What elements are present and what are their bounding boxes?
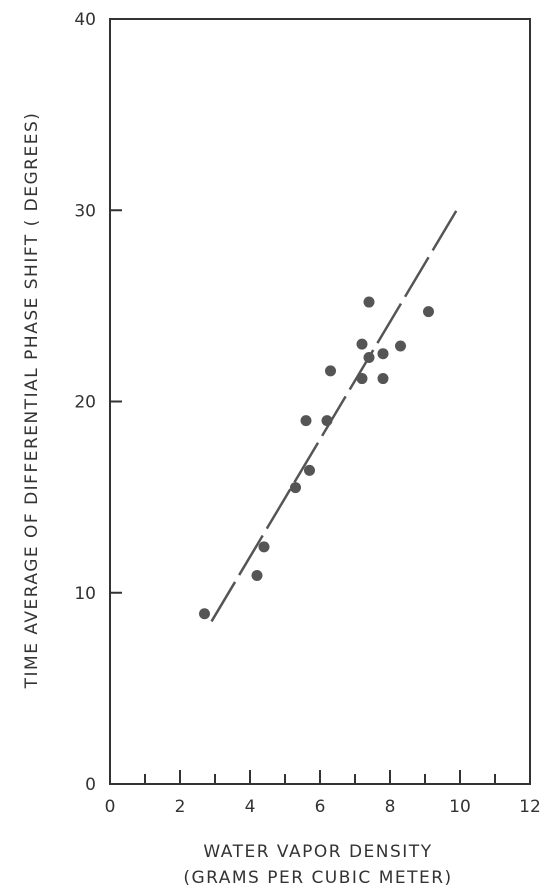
y-axis-ticks: 0 10 20 30 40 (74, 10, 122, 795)
data-point (325, 365, 336, 377)
data-point (363, 352, 375, 364)
x-tick-label: 0 (105, 797, 116, 817)
x-tick-label: 12 (519, 797, 541, 817)
data-point (251, 570, 263, 582)
data-point (363, 296, 375, 308)
data-point (377, 373, 389, 385)
data-point (356, 373, 368, 385)
x-tick-label: 10 (449, 797, 471, 817)
data-point (199, 608, 210, 620)
data-point (395, 340, 406, 352)
data-point (356, 338, 368, 350)
data-point (258, 541, 270, 553)
x-axis-title-line1: WATER VAPOR DENSITY (203, 842, 432, 862)
x-tick-label: 6 (315, 797, 326, 817)
y-axis-title: TIME AVERAGE OF DIFFERENTIAL PHASE SHIFT… (22, 112, 42, 690)
data-point (300, 415, 312, 427)
y-tick-label: 40 (74, 10, 96, 30)
plot-frame (109, 18, 531, 785)
x-tick-label: 4 (245, 797, 256, 817)
x-tick-label: 8 (385, 797, 396, 817)
x-tick-label: 2 (175, 797, 186, 817)
y-tick-label: 30 (74, 201, 96, 221)
data-point (321, 415, 333, 427)
fit-line (210, 203, 462, 623)
data-point (377, 348, 389, 360)
y-tick-label: 10 (74, 584, 96, 604)
data-point (290, 482, 301, 494)
x-axis-ticks: 0 2 4 6 8 10 12 (105, 770, 541, 817)
data-point (423, 306, 434, 318)
data-point (304, 464, 315, 476)
y-tick-label: 20 (74, 393, 96, 413)
data-points (199, 296, 434, 620)
y-tick-label: 0 (85, 775, 96, 795)
x-axis-title-line2: (GRAMS PER CUBIC METER) (183, 868, 452, 888)
